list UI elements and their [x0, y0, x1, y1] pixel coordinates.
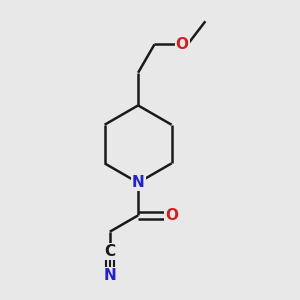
Text: O: O: [176, 37, 189, 52]
Text: C: C: [104, 244, 116, 259]
Text: N: N: [103, 268, 116, 284]
Text: O: O: [165, 208, 178, 223]
Text: N: N: [132, 175, 145, 190]
